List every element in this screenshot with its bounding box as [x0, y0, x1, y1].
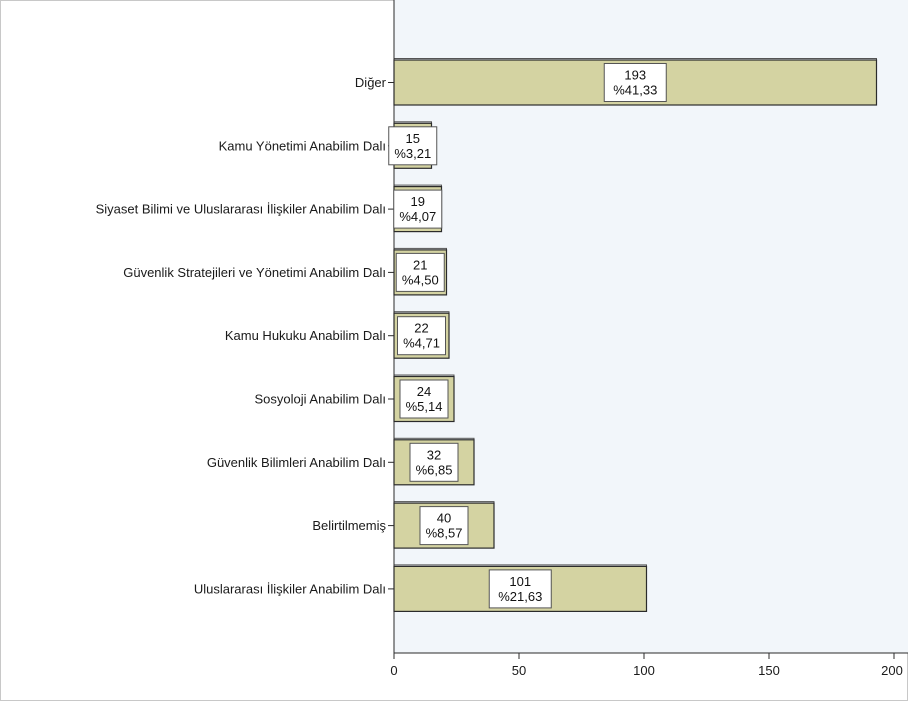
category-label: Güvenlik Stratejileri ve Yönetimi Anabil…	[123, 265, 386, 280]
data-label-percent: %8,57	[426, 526, 463, 541]
data-label-count: 40	[437, 511, 451, 526]
data-label-percent: %5,14	[406, 399, 443, 414]
category-label: Kamu Yönetimi Anabilim Dalı	[219, 138, 386, 153]
x-tick-label: 200	[881, 663, 903, 678]
category-label: Sosyoloji Anabilim Dalı	[254, 392, 386, 407]
x-tick-label: 50	[512, 663, 526, 678]
data-label-box	[395, 252, 445, 292]
data-label-percent: %4,71	[403, 336, 440, 351]
data-label-count: 21	[413, 257, 427, 272]
data-label-count: 24	[417, 384, 431, 399]
data-label-count: 32	[427, 447, 441, 462]
data-label-count: 193	[624, 68, 646, 83]
category-label: Diğer	[355, 75, 387, 90]
data-label-percent: %4,50	[402, 272, 439, 287]
category-label: Güvenlik Bilimleri Anabilim Dalı	[207, 455, 386, 470]
data-label-box	[603, 63, 667, 102]
data-label-count: 101	[509, 574, 531, 589]
x-tick-label: 100	[633, 663, 655, 678]
x-tick-label: 150	[758, 663, 780, 678]
data-label-percent: %21,63	[498, 589, 542, 604]
data-label-percent: %3,21	[394, 146, 431, 161]
x-tick-label: 0	[390, 663, 397, 678]
data-label-percent: %6,85	[416, 462, 453, 477]
data-label-percent: %4,07	[399, 209, 436, 224]
data-label-percent: %41,33	[613, 83, 657, 98]
category-label: Uluslararası İlişkiler Anabilim Dalı	[194, 581, 386, 596]
data-label-box	[388, 126, 438, 166]
category-label: Belirtilmemiş	[312, 518, 386, 533]
data-label-box	[409, 442, 459, 482]
data-label-box	[419, 506, 469, 546]
data-label-count: 15	[406, 131, 420, 146]
data-label-box	[399, 379, 449, 419]
data-label-box	[393, 189, 443, 229]
data-label-box	[488, 569, 552, 609]
data-label-count: 22	[414, 321, 428, 336]
category-label: Kamu Hukuku Anabilim Dalı	[225, 328, 386, 343]
data-label-box	[397, 316, 446, 356]
data-label-count: 19	[411, 194, 425, 209]
category-label: Siyaset Bilimi ve Uluslararası İlişkiler…	[96, 202, 386, 217]
